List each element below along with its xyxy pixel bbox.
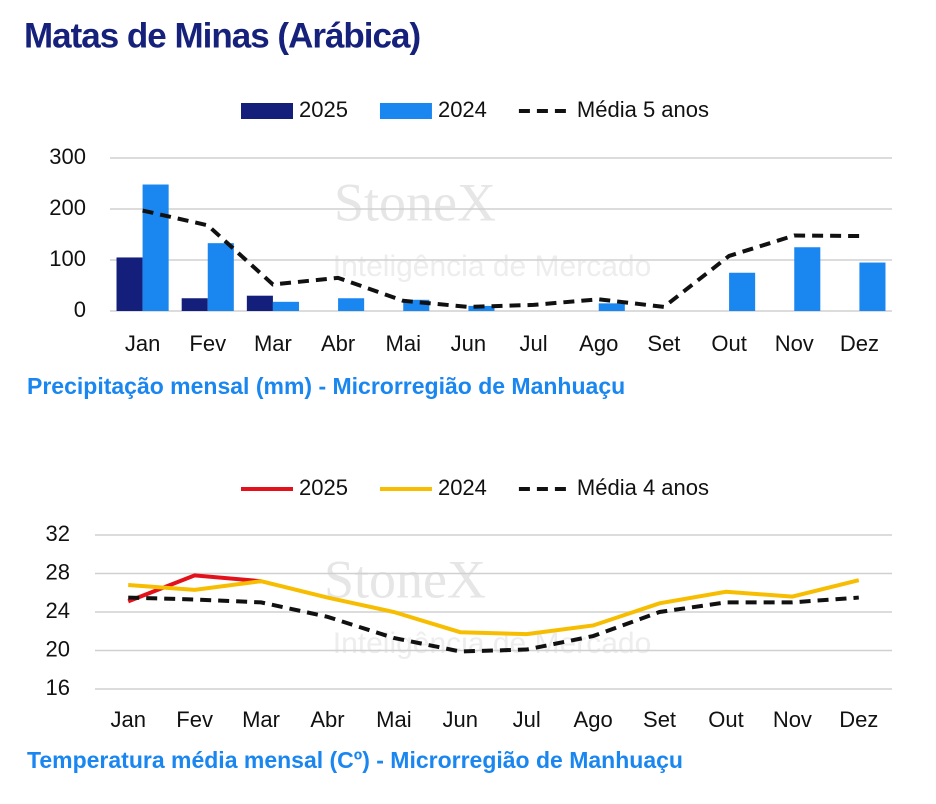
bar [142, 184, 169, 311]
legend-label: Média 5 anos [577, 97, 709, 122]
line-series [128, 578, 860, 637]
x-tick-label: Jun [443, 707, 478, 732]
x-tick-label: Ago [579, 331, 618, 356]
x-tick-label: Set [643, 707, 676, 732]
x-tick-label: Fev [176, 707, 213, 732]
legend-swatch [241, 103, 293, 119]
legend-label: 2025 [299, 475, 348, 500]
x-tick-label: Set [647, 331, 680, 356]
chart-caption: Temperatura média mensal (Cº) - Microrre… [27, 747, 683, 773]
watermark-tagline: Inteligência de Mercado [333, 250, 652, 283]
y-tick-label: 300 [49, 144, 86, 169]
y-tick-label: 32 [46, 521, 70, 546]
x-tick-label: Jan [110, 707, 145, 732]
bar [598, 303, 625, 311]
x-tick-label: Mar [242, 707, 280, 732]
y-tick-label: 28 [46, 559, 70, 584]
x-tick-label: Mai [386, 331, 421, 356]
bar [729, 272, 756, 311]
legend-label: Média 4 anos [577, 475, 709, 500]
x-tick-label: Jan [125, 331, 160, 356]
x-tick-label: Nov [773, 707, 812, 732]
line-series [128, 595, 859, 654]
bar [403, 299, 430, 311]
y-tick-label: 20 [46, 636, 70, 661]
x-tick-label: Mai [376, 707, 411, 732]
bar [272, 301, 299, 311]
bar [794, 247, 821, 311]
x-tick-label: Abr [310, 707, 344, 732]
x-tick-label: Dez [839, 707, 878, 732]
legend-label: 2025 [299, 97, 348, 122]
watermark-brand: StoneX [334, 172, 496, 232]
x-tick-label: Jun [451, 331, 486, 356]
legend-swatch [379, 103, 432, 119]
page-title: Matas de Minas (Arábica) [24, 16, 420, 55]
bar [338, 298, 365, 311]
bar [859, 262, 886, 311]
x-tick-label: Fev [189, 331, 226, 356]
line-series [127, 573, 262, 604]
y-tick-label: 16 [46, 675, 70, 700]
watermark-brand: StoneX [324, 549, 486, 609]
bar [246, 295, 273, 311]
legend-label: 2024 [438, 475, 487, 500]
x-tick-label: Nov [775, 331, 814, 356]
line-series [142, 208, 860, 310]
x-tick-label: Dez [840, 331, 879, 356]
legend-label: 2024 [438, 97, 487, 122]
x-tick-label: Jul [513, 707, 541, 732]
bar [116, 257, 143, 311]
x-tick-label: Jul [520, 331, 548, 356]
x-tick-label: Out [711, 331, 746, 356]
y-tick-label: 100 [49, 246, 86, 271]
bar [207, 243, 234, 311]
x-tick-label: Out [708, 707, 743, 732]
x-tick-label: Abr [321, 331, 355, 356]
x-tick-label: Mar [254, 331, 292, 356]
y-tick-label: 200 [49, 195, 86, 220]
chart-caption: Precipitação mensal (mm) - Microrregião … [27, 373, 625, 399]
y-tick-label: 24 [46, 598, 70, 623]
bar [181, 298, 208, 311]
x-tick-label: Ago [574, 707, 613, 732]
y-tick-label: 0 [74, 297, 86, 322]
